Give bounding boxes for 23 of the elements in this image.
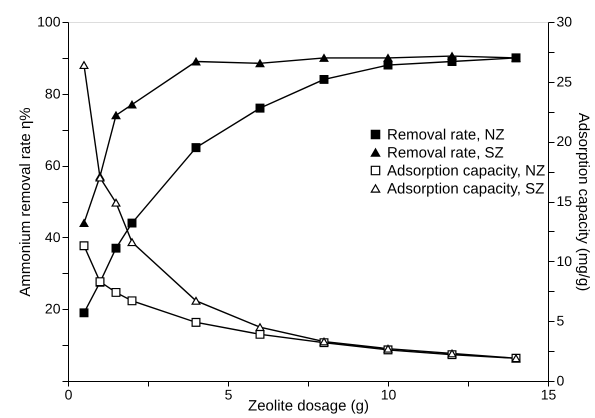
y2-tick-label: 20 — [556, 133, 572, 150]
legend-label: Adsorption capacity, SZ — [387, 180, 544, 198]
x-tick-label: 5 — [224, 386, 233, 402]
y2-tick-label: 5 — [556, 312, 564, 329]
legend-label: Removal rate, SZ — [387, 144, 504, 162]
y-tick-label: 20 — [44, 300, 61, 317]
x-tick-label: 15 — [540, 386, 556, 402]
y2-tick-label: 10 — [556, 252, 572, 269]
x-tick-label: 0 — [64, 386, 73, 402]
y2-tick-label: 30 — [556, 14, 572, 30]
x-axis-title: Zeolite dosage (g) — [248, 398, 369, 414]
y-axis-title: Ammonium removal rate η% — [17, 107, 34, 297]
y2-tick-label: 15 — [556, 193, 572, 209]
legend-label: Adsorption capacity, NZ — [387, 162, 546, 180]
y2-tick-label: 0 — [556, 372, 564, 388]
y2-tick-label: 25 — [556, 73, 572, 90]
legend-label: Removal rate, NZ — [387, 126, 505, 144]
y-tick-label: 40 — [44, 228, 61, 245]
y2-axis-title: Adsorption capacity (mg/g) — [575, 112, 592, 292]
y-tick-label: 80 — [44, 85, 61, 102]
y-tick-label: 60 — [44, 157, 61, 174]
x-tick-label: 10 — [380, 386, 396, 402]
y-tick-label: 100 — [37, 14, 61, 30]
